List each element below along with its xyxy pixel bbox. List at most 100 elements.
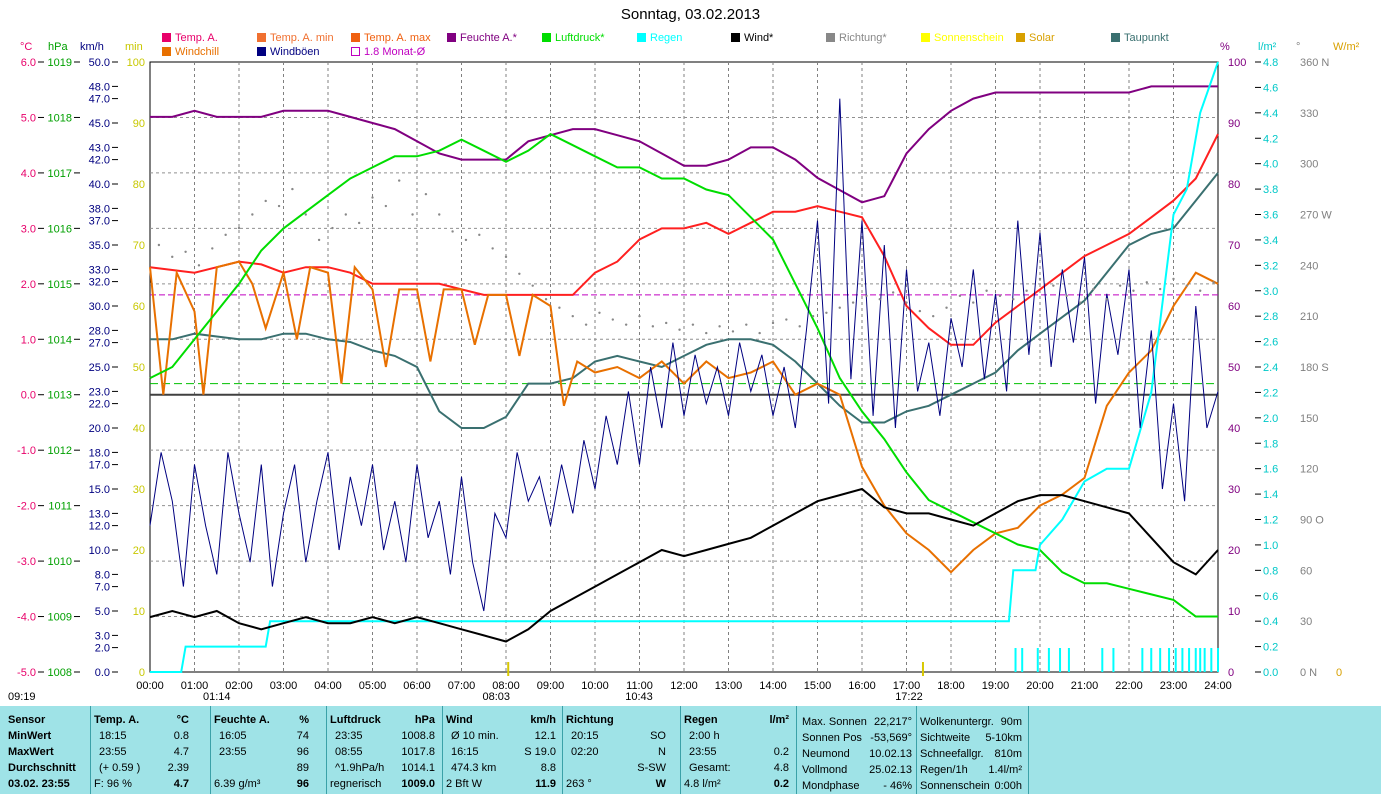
rain-bar <box>1067 648 1070 672</box>
wind-tick-label: 15.0 <box>89 484 110 496</box>
series-richtung-point <box>745 323 748 326</box>
temp-tick-label: 1.0 <box>21 334 36 346</box>
stats-cell: Regen <box>684 714 718 726</box>
stats-divider <box>796 706 797 794</box>
rain-tick-label: 2.4 <box>1263 362 1278 374</box>
rain-unit-label: l/m² <box>1258 41 1277 53</box>
rain-bar <box>1174 648 1177 672</box>
direction-tick-label: 120 <box>1300 464 1318 476</box>
rain-bar <box>1181 648 1184 672</box>
humidity-tick-label: 40 <box>1228 423 1240 435</box>
x-tick-label: 19:00 <box>982 680 1010 692</box>
direction-tick-label: 0 N <box>1300 667 1317 679</box>
wind-tick-label: 22.0 <box>89 399 110 411</box>
sun-tick-label: 0 <box>139 667 145 679</box>
stats-cell: hPa <box>414 714 435 726</box>
pressure-tick-label: 1015 <box>48 279 72 291</box>
stats-cell: 1008.8 <box>401 730 435 742</box>
stats-cell: 16:15 <box>451 746 479 758</box>
series-richtung-point <box>531 284 534 287</box>
series-richtung-point <box>718 325 721 328</box>
rain-tick-label: 0.2 <box>1263 642 1278 654</box>
rain-bar <box>1141 648 1144 672</box>
stats-panel-background: Sensor MinWert MaxWert Durchschnitt 03.02. 2… <box>0 706 1381 794</box>
series-richtung-point <box>972 301 975 304</box>
stats-cell: 08:55 <box>335 746 363 758</box>
stats-cell: 4.7 <box>173 778 189 790</box>
series-richtung-point <box>851 301 855 304</box>
series-richtung-point <box>357 221 361 225</box>
series-richtung-point <box>504 255 508 259</box>
stats-cell: Mondphase <box>802 780 860 792</box>
x-tick-label: 16:00 <box>848 680 876 692</box>
rain-bar <box>1203 648 1206 672</box>
stats-cell: Feuchte A. <box>214 714 270 726</box>
temp-unit-label: °C <box>20 41 32 53</box>
stats-cell: 22,217° <box>873 716 912 728</box>
stats-divider <box>90 706 91 794</box>
direction-tick-label: 360 N <box>1300 57 1329 69</box>
stats-cell: Neumond <box>802 748 850 760</box>
series-richtung-point <box>224 233 227 237</box>
pressure-tick-label: 1016 <box>48 223 72 235</box>
direction-tick-label: 150 <box>1300 413 1318 425</box>
wind-tick-label: 38.0 <box>89 203 110 215</box>
x-tick-label: 23:00 <box>1160 680 1188 692</box>
wind-tick-label: 25.0 <box>89 362 110 374</box>
humidity-tick-label: 30 <box>1228 484 1240 496</box>
wind-tick-label: 43.0 <box>89 142 110 154</box>
sun-tick-label: 40 <box>133 423 145 435</box>
wind-tick-label: 42.0 <box>89 155 110 167</box>
series-richtung-point <box>1012 298 1015 301</box>
stats-cell: 263 ° <box>566 778 592 790</box>
x-tick-label: 21:00 <box>1071 680 1099 692</box>
humidity-tick-label: 80 <box>1228 179 1240 191</box>
stats-cell: MinWert <box>8 730 52 742</box>
humidity-tick-label: 0 <box>1228 667 1234 679</box>
series-richtung-point <box>785 318 788 321</box>
series-richtung-point <box>705 331 708 335</box>
series-wind-line <box>149 487 1219 643</box>
temp-tick-label: 3.0 <box>21 223 36 235</box>
rain-tick-label: 2.2 <box>1263 387 1278 399</box>
series-richtung-point <box>451 230 454 233</box>
stats-cell: 2.39 <box>167 762 189 774</box>
x-tick-label: 22:00 <box>1115 680 1143 692</box>
series-richtung-point <box>798 325 801 328</box>
wind-tick-label: 35.0 <box>89 240 110 252</box>
rain-tick-label: 4.6 <box>1263 82 1278 94</box>
pressure-tick-label: 1009 <box>48 612 72 624</box>
stats-cell: Sonnenschein <box>920 780 990 792</box>
wind-tick-label: 7.0 <box>95 582 110 594</box>
series-richtung-point <box>932 314 935 318</box>
stats-cell: 89 <box>296 762 309 774</box>
stats-cell: 03.02. 23:55 <box>8 778 70 790</box>
series-richtung-point <box>544 298 548 301</box>
humidity-tick-label: 90 <box>1228 118 1240 130</box>
stats-cell: 0:00h <box>994 780 1022 792</box>
wind-tick-label: 5.0 <box>95 606 110 618</box>
humidity-tick-label: 70 <box>1228 240 1240 252</box>
stats-cell: 23:35 <box>335 730 363 742</box>
series-richtung-point <box>638 314 641 318</box>
rain-tick-label: 0.0 <box>1263 667 1278 679</box>
series-richtung-point <box>291 187 294 191</box>
x-tick-label: 20:00 <box>1026 680 1054 692</box>
time-marker: 01:14 <box>203 691 231 703</box>
series-richtung-point <box>624 323 628 326</box>
rain-tick-label: 2.8 <box>1263 311 1278 323</box>
rain-bar <box>1168 648 1171 672</box>
series-richtung-point <box>518 272 521 276</box>
series-richtung-point <box>825 311 828 314</box>
stats-cell: 16:05 <box>219 730 247 742</box>
series-richtung-point <box>1118 284 1122 287</box>
series-richtung-point <box>317 238 321 242</box>
wind-tick-label: 13.0 <box>89 508 110 520</box>
direction-unit-label: ° <box>1296 41 1300 53</box>
series-richtung-point <box>1158 287 1162 291</box>
solar-tick-label: 0 <box>1336 667 1342 679</box>
stats-cell: 23:55 <box>99 746 127 758</box>
series-richtung-point <box>211 247 214 250</box>
rain-bar <box>1188 648 1191 672</box>
stats-cell: -53,569° <box>870 732 912 744</box>
